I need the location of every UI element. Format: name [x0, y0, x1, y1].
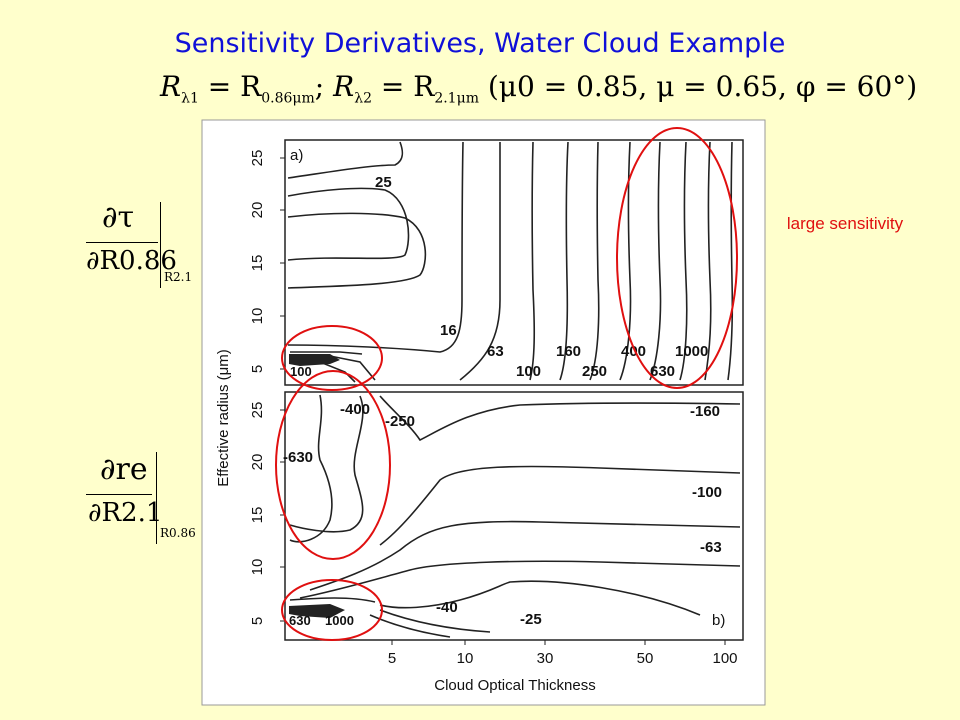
y-axis-label: Effective radius (μm): [215, 349, 232, 487]
derivative-top-bar: [86, 242, 158, 243]
derivative-bottom: ∂re ∂R2.1 R0.86: [82, 452, 202, 547]
panel-b-ytick-label-20: 20: [249, 454, 266, 471]
contour-a-x2: [727, 141, 734, 381]
contour-a-x1: [704, 141, 712, 381]
panel-b-ytick-label-15: 15: [249, 507, 266, 524]
contour-b-250: [289, 395, 364, 533]
r2-symbol: R: [333, 70, 355, 103]
highlight-large-sensitivity: [616, 127, 738, 389]
contour-a-250: [589, 141, 600, 381]
contour-a-160: [559, 141, 569, 381]
contour-b-label-400: -400: [340, 401, 370, 418]
contour-a-label-25: 25: [375, 174, 392, 191]
xtick-label-30: 30: [537, 650, 554, 667]
contour-b-160: [379, 395, 741, 442]
contour-b-label-63: -63: [700, 539, 722, 556]
contour-b-label-1000-left: 1000: [325, 613, 354, 628]
panel-b-ytick-label-5: 5: [249, 617, 266, 625]
params-text: (μ0 = 0.85, μ = 0.65, φ = 60°): [478, 70, 918, 103]
derivative-top-eval: R2.1: [164, 270, 193, 284]
contour-a-label-100: 100: [516, 363, 541, 380]
eq2-text: = R: [371, 70, 435, 103]
contour-b-dense-block: [289, 604, 345, 618]
contour-a-label-63: 63: [487, 343, 504, 360]
page-title: Sensitivity Derivatives, Water Cloud Exa…: [174, 28, 786, 59]
r1-symbol: R: [160, 70, 182, 103]
highlight-panel-b-cluster: [281, 579, 383, 641]
panel-a-ytick-label-15: 15: [249, 255, 266, 272]
derivative-bottom-bar: [86, 494, 152, 495]
xtick-label-5: 5: [388, 650, 396, 667]
derivative-bottom-num: ∂re: [100, 452, 148, 487]
contour-b-label-40: -40: [436, 599, 458, 616]
contour-a-outer: [287, 212, 427, 289]
panel-a-ytick-label-20: 20: [249, 202, 266, 219]
panel-a-ytick-label-25: 25: [249, 150, 266, 167]
contour-b-40: [299, 560, 741, 599]
contour-a-100: [529, 141, 536, 381]
xtick-label-10: 10: [457, 650, 474, 667]
contour-a-label-400: 400: [621, 343, 646, 360]
panel-a-ytick-label-10: 10: [249, 308, 266, 325]
derivative-top-num: ∂τ: [102, 200, 135, 235]
panel-a-label: a): [290, 147, 303, 164]
contour-a-label-630: 630: [650, 363, 675, 380]
panel-b-ytick-label-10: 10: [249, 559, 266, 576]
derivative-bottom-vbar: [156, 452, 157, 544]
contour-b-label-100: -100: [692, 484, 722, 501]
contour-b-25: [379, 580, 701, 616]
contour-b-label-160: -160: [690, 403, 720, 420]
contour-a-25: [287, 141, 404, 179]
panel-b-ytick-label-25: 25: [249, 402, 266, 419]
panel-b-label: b): [712, 612, 725, 629]
derivative-top-vbar: [160, 202, 161, 288]
contour-a-630: [649, 141, 662, 381]
highlight-panel-a-cluster: [281, 325, 383, 391]
subtitle-equation: Rλ1 = R0.86μm; Rλ2 = R2.1μm (μ0 = 0.85, …: [160, 70, 917, 107]
contour-b-m1: [379, 609, 491, 633]
eq1-text: = R: [198, 70, 262, 103]
derivative-top-den: ∂R0.86: [86, 246, 177, 276]
contour-b-label-630-left: 630: [289, 613, 311, 628]
eq1-subscript: 0.86μm: [261, 90, 315, 107]
contour-b-label-25: -25: [520, 611, 542, 628]
contour-b-label-250: -250: [385, 413, 415, 430]
x-axis-label: Cloud Optical Thickness: [434, 677, 595, 694]
xtick-label-50: 50: [637, 650, 654, 667]
large-sensitivity-note: large sensitivity: [786, 214, 904, 233]
contour-a-cluster3: [290, 351, 363, 355]
panel-a-ytick-label-5: 5: [249, 365, 266, 373]
contour-b-400: [289, 394, 333, 543]
derivative-bottom-eval: R0.86: [160, 526, 196, 540]
r2-subscript: λ2: [354, 90, 372, 107]
xtick-label-100: 100: [712, 650, 737, 667]
contour-b-63: [309, 520, 741, 591]
eq2-subscript: 2.1μm: [434, 90, 479, 107]
contour-a-16: [287, 141, 464, 353]
highlight-panel-b-upper: [275, 370, 391, 560]
derivative-bottom-den: ∂R2.1: [88, 498, 163, 528]
contour-a-inner: [287, 187, 410, 261]
contour-b-s1: [289, 597, 376, 603]
contour-a-label-1000: 1000: [675, 343, 708, 360]
contour-a-label-100-left: 100: [290, 364, 312, 379]
derivative-top: ∂τ ∂R0.86 R2.1: [82, 200, 202, 290]
contour-a-63: [459, 142, 501, 381]
contour-a-label-250: 250: [582, 363, 607, 380]
contour-a-1000: [679, 141, 688, 381]
separator: ;: [314, 70, 334, 103]
contour-a-label-16: 16: [440, 322, 457, 339]
r1-subscript: λ1: [181, 90, 199, 107]
contour-b-label-630: -630: [283, 449, 313, 466]
contour-a-label-160: 160: [556, 343, 581, 360]
contour-a-dense-block: [289, 354, 340, 366]
contour-b-100: [379, 465, 741, 546]
